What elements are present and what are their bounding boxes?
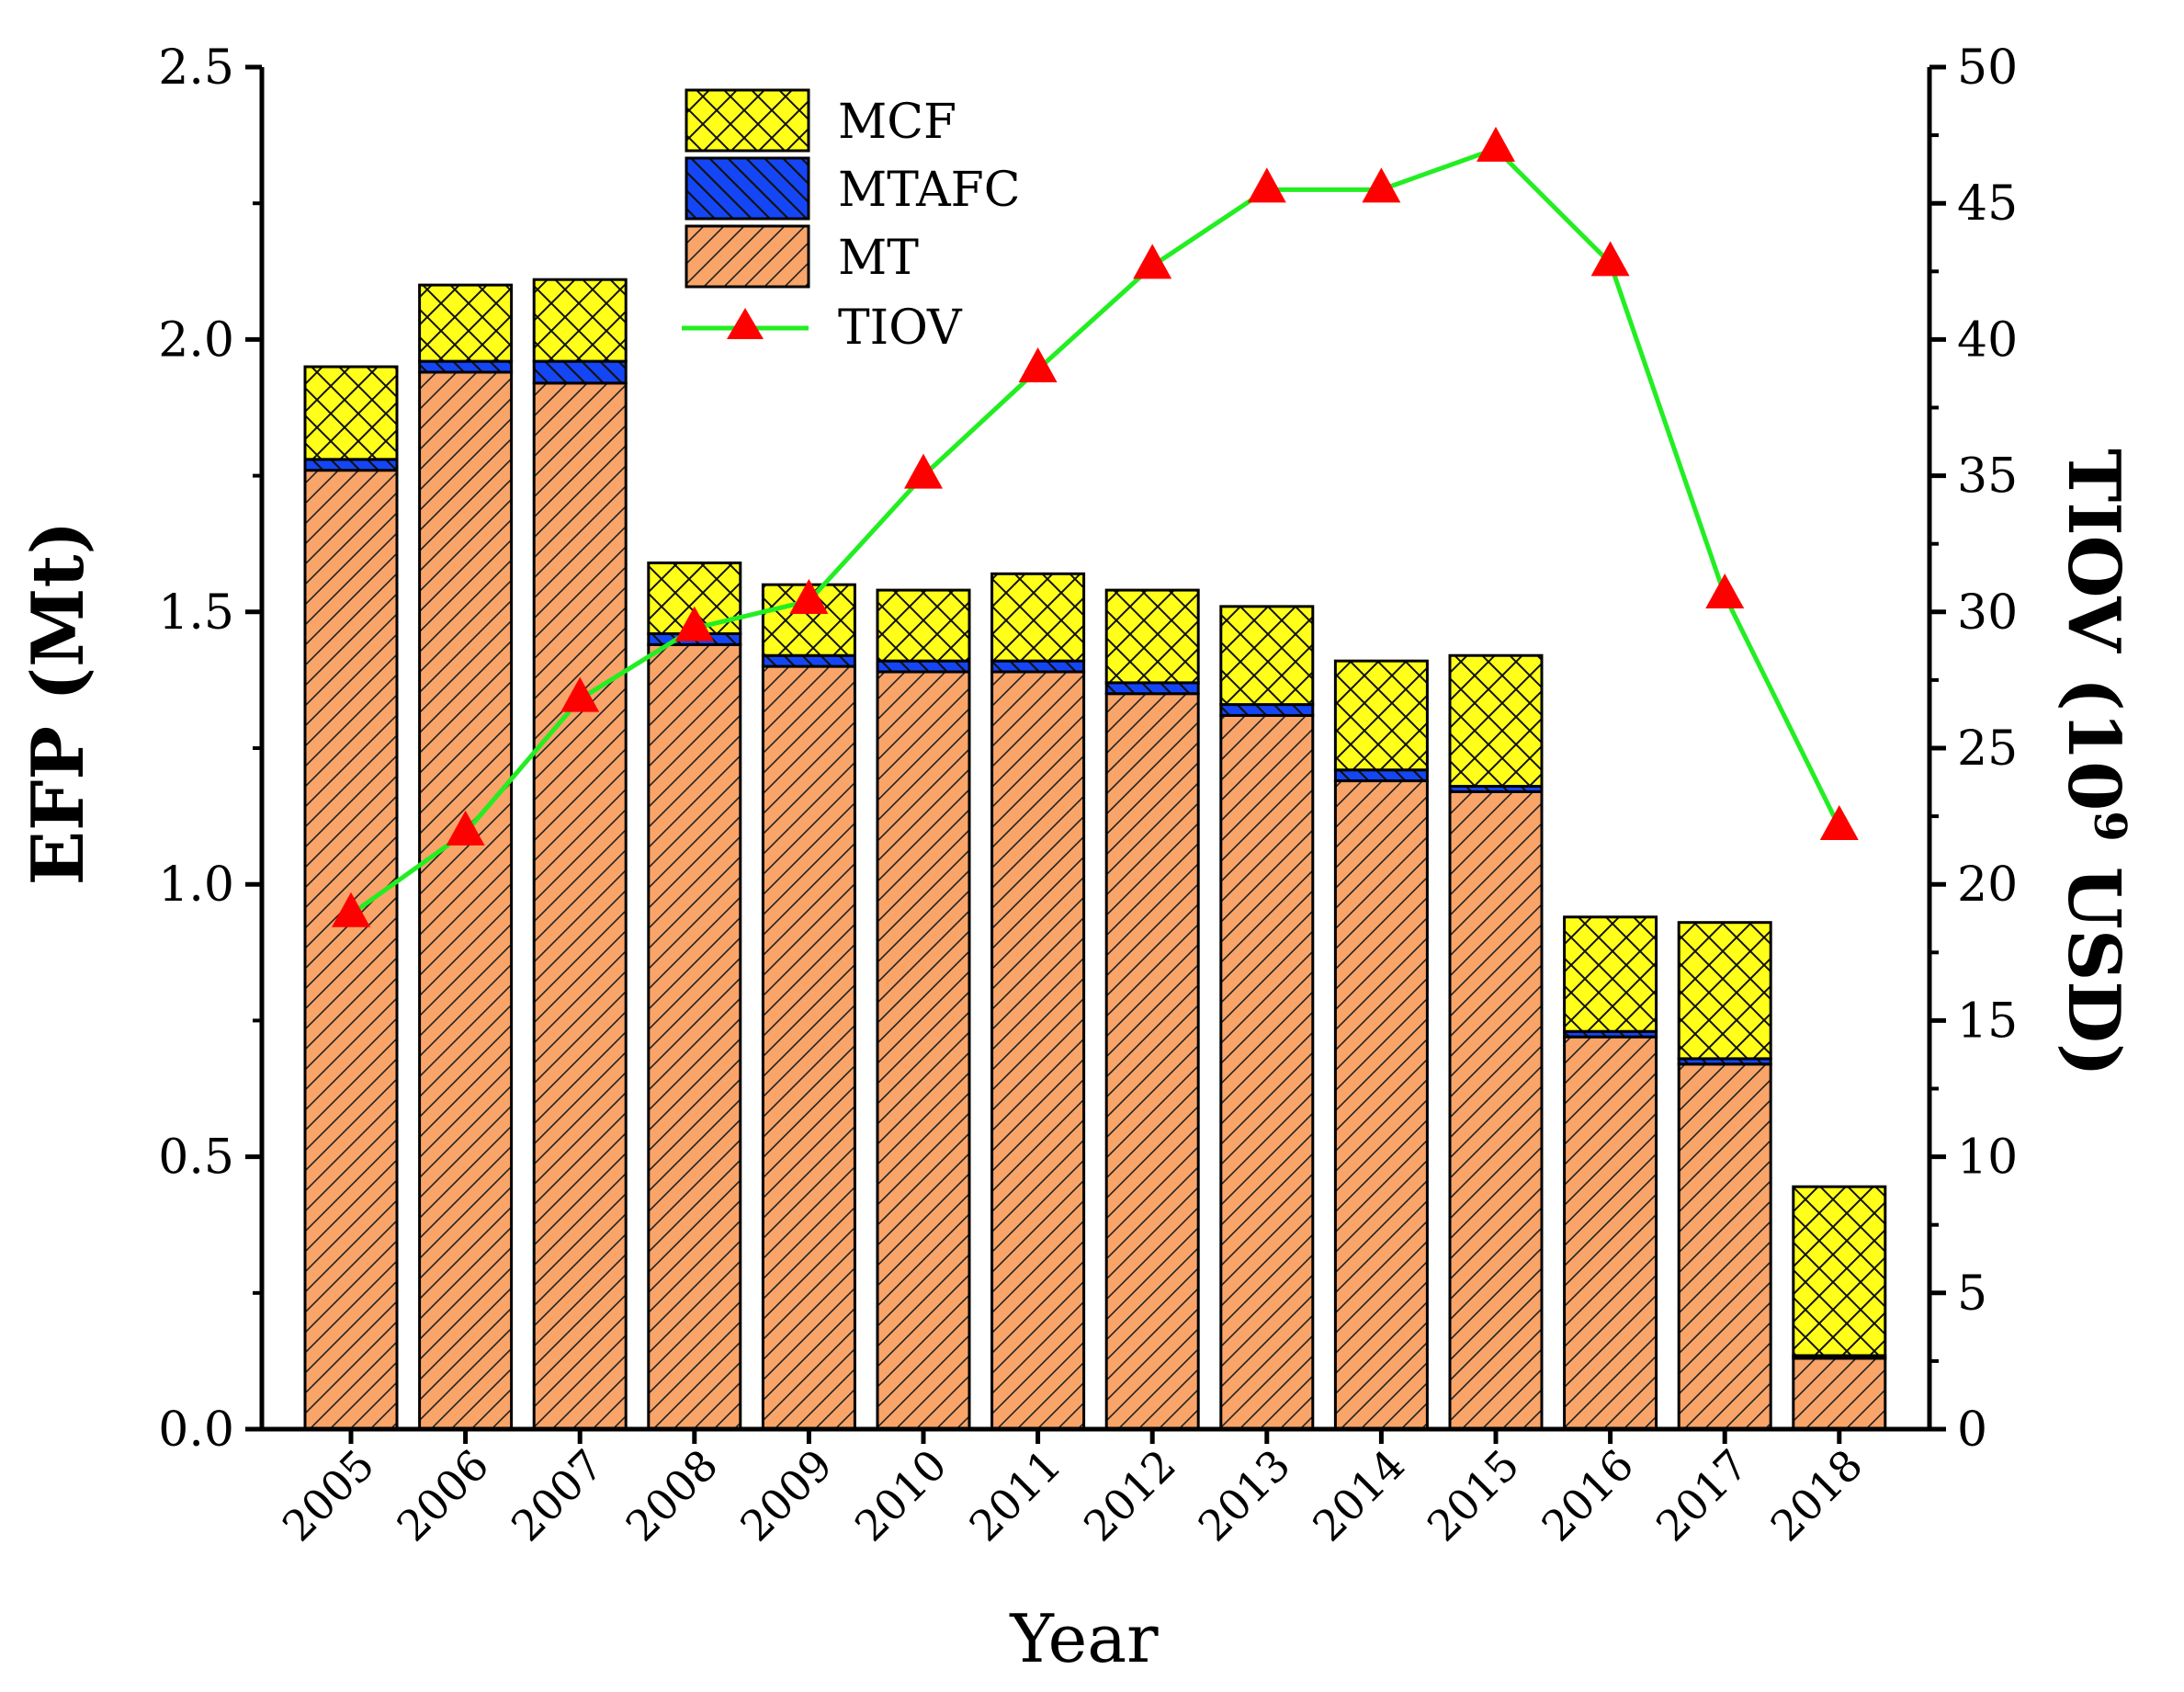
- bar-mt-2010: [876, 670, 971, 1431]
- bar-mtafc-2010: [876, 659, 971, 674]
- bar-mt-2018: [1792, 1357, 1887, 1431]
- y2-tick-label: 0: [1957, 1402, 1987, 1458]
- y2-axis-title-tail: USD): [2052, 842, 2135, 1077]
- y-tick-label: 1.0: [158, 857, 234, 913]
- bar-mt-2007: [532, 381, 628, 1431]
- bar-mcf-2018: [1792, 1185, 1887, 1357]
- x-tick-label: 2015: [1418, 1440, 1529, 1551]
- y-tick-label: 0.0: [158, 1402, 234, 1458]
- bar-mt-2011: [990, 670, 1086, 1431]
- tiov-marker-2011: [1018, 347, 1058, 383]
- tiov-marker-2010: [904, 453, 943, 489]
- bar-mt-2008: [647, 642, 742, 1431]
- bar-mt-2014: [1333, 779, 1429, 1431]
- legend: MCF MTAFC MT TIOV: [682, 88, 1021, 356]
- tiov-marker-2016: [1590, 241, 1630, 277]
- y2-axis-title-superscript: 9: [2084, 811, 2135, 841]
- legend-label-mtafc: MTAFC: [838, 163, 1021, 218]
- bar-mtafc-2013: [1219, 703, 1315, 717]
- legend-swatch-mtafc: [685, 156, 810, 221]
- y2-tick-label: 45: [1957, 176, 2018, 232]
- bar-mt-2013: [1219, 713, 1315, 1431]
- bar-mcf-2007: [532, 278, 628, 363]
- x-tick-label: 2011: [959, 1440, 1070, 1551]
- x-tick-label: 2008: [617, 1440, 728, 1551]
- x-tick-label: 2009: [730, 1440, 842, 1551]
- bar-mtafc-2009: [761, 653, 856, 668]
- x-tick-label: 2018: [1761, 1440, 1873, 1551]
- y2-tick-label: 30: [1957, 585, 2018, 641]
- tiov-marker-2006: [446, 810, 485, 846]
- tiov-marker-2014: [1362, 167, 1401, 203]
- x-tick-label: 2010: [845, 1440, 956, 1551]
- tiov-marker-2013: [1247, 167, 1286, 203]
- tiov-marker-2012: [1133, 244, 1172, 279]
- bar-mcf-2017: [1677, 921, 1772, 1061]
- x-tick-label: 2007: [502, 1440, 613, 1551]
- x-tick-label: 2006: [387, 1440, 498, 1551]
- bar-mtafc-2005: [303, 458, 399, 472]
- legend-label-mcf: MCF: [838, 95, 956, 150]
- bar-mcf-2012: [1104, 588, 1200, 685]
- y2-tick-label: 25: [1957, 721, 2018, 777]
- bar-mcf-2010: [876, 588, 971, 663]
- x-tick-label: 2012: [1074, 1440, 1185, 1551]
- bar-mtafc-2014: [1333, 768, 1429, 783]
- x-tick-label: 2016: [1532, 1440, 1643, 1551]
- tiov-marker-2008: [674, 606, 714, 642]
- bar-mt-2017: [1677, 1062, 1772, 1431]
- bars-layer: [303, 278, 1887, 1431]
- y2-tick-label: 5: [1957, 1266, 1987, 1322]
- tiov-line: [349, 146, 1842, 916]
- y2-axis-title: TIOV (109 USD): [2052, 449, 2135, 1077]
- bar-mt-2012: [1104, 692, 1200, 1431]
- y2-tick-label: 40: [1957, 312, 2018, 368]
- bar-mt-2016: [1563, 1035, 1658, 1431]
- legend-swatch-mt: [685, 224, 810, 289]
- bar-mt-2005: [303, 469, 399, 1431]
- legend-swatch-mcf: [685, 88, 810, 153]
- x-tick-label: 2017: [1646, 1440, 1758, 1551]
- y2-tick-label: 10: [1957, 1130, 2018, 1186]
- bar-mcf-2005: [303, 365, 399, 461]
- bar-mtafc-2006: [418, 359, 514, 374]
- y2-tick-label: 50: [1957, 40, 2018, 96]
- bar-mcf-2011: [990, 572, 1086, 663]
- legend-marker-tiov: [727, 308, 764, 339]
- bar-mt-2009: [761, 664, 856, 1431]
- bar-mcf-2015: [1448, 653, 1544, 788]
- x-tick-label: 2013: [1189, 1440, 1300, 1551]
- legend-label-mt: MT: [838, 231, 919, 286]
- legend-label-tiov: TIOV: [838, 301, 963, 356]
- bar-mcf-2014: [1333, 659, 1429, 772]
- y2-tick-label: 15: [1957, 994, 2018, 1049]
- x-tick-label: 2005: [273, 1440, 384, 1551]
- tiov-marker-2007: [560, 676, 600, 712]
- y-axis-title: EFP (Mt): [17, 521, 100, 886]
- tiov-marker-2009: [789, 578, 829, 614]
- tiov-marker-2005: [332, 891, 370, 927]
- bar-mcf-2013: [1219, 605, 1315, 707]
- x-tick-label: 2014: [1303, 1440, 1414, 1551]
- bar-mtafc-2012: [1104, 681, 1200, 696]
- tiov-line-layer: [332, 126, 1859, 927]
- bar-mt-2006: [418, 370, 514, 1431]
- tiov-marker-2017: [1705, 573, 1745, 609]
- y2-tick-label: 20: [1957, 857, 2018, 913]
- bar-mt-2015: [1448, 789, 1544, 1431]
- bar-mcf-2016: [1563, 915, 1658, 1033]
- x-axis-title: Year: [1009, 1600, 1159, 1677]
- y-tick-label: 2.5: [158, 40, 234, 96]
- bar-mcf-2006: [418, 283, 514, 363]
- bar-mtafc-2011: [990, 659, 1086, 674]
- y2-axis-title-main: TIOV (10: [2052, 449, 2135, 811]
- y-tick-label: 0.5: [158, 1130, 234, 1186]
- y2-tick-label: 35: [1957, 449, 2018, 505]
- y-tick-label: 1.5: [158, 585, 234, 641]
- y-tick-label: 2.0: [158, 312, 234, 368]
- bar-mtafc-2007: [532, 359, 628, 385]
- tiov-marker-2018: [1819, 804, 1859, 840]
- tiov-marker-2015: [1477, 126, 1515, 162]
